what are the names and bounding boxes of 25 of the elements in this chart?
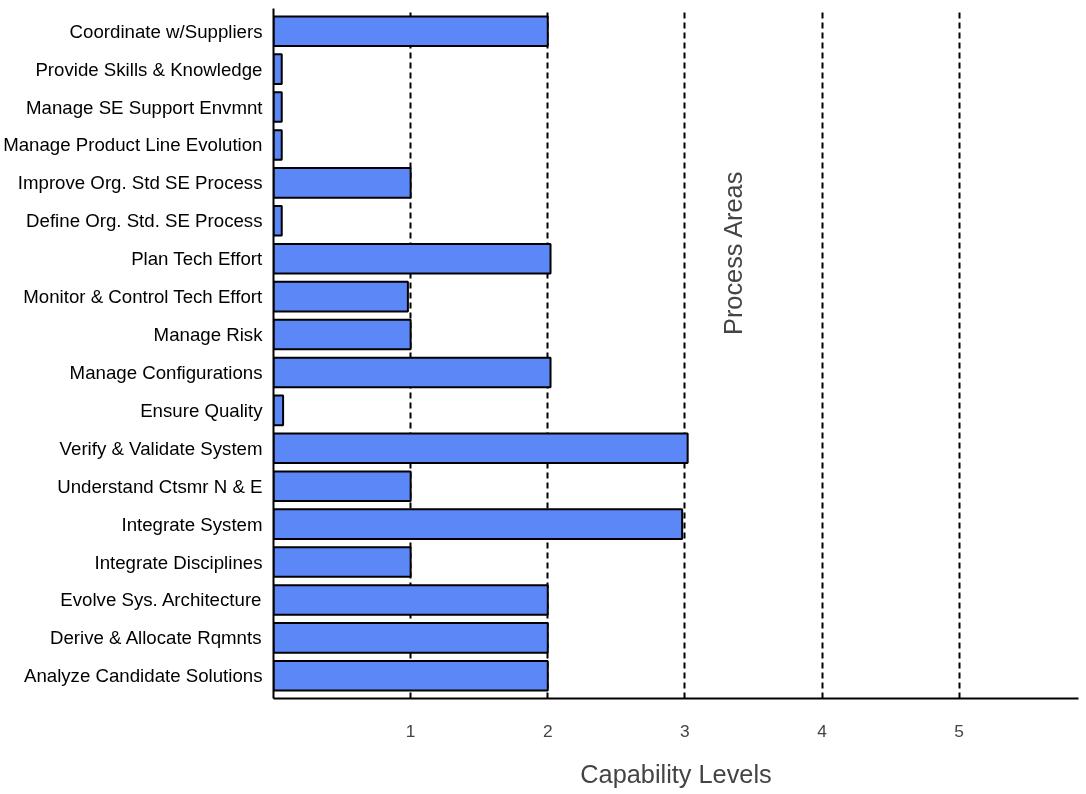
x-axis-title: Capability Levels	[580, 759, 772, 788]
y-tick-label: Manage Risk	[153, 324, 264, 346]
y-tick-label: Verify & Validate System	[59, 437, 263, 459]
y-tick-label: Understand Ctsmr N & E	[57, 475, 263, 497]
y-axis-title: Process Areas	[718, 171, 747, 335]
y-tick-label: Evolve Sys. Architecture	[60, 589, 262, 611]
x-tick-label: 4	[817, 720, 828, 741]
y-tick-label: Integrate Disciplines	[94, 551, 263, 573]
y-tick-label: Improve Org. Std SE Process	[17, 172, 263, 194]
y-tick-label: Coordinate w/Suppliers	[69, 20, 263, 42]
y-tick-label: Define Org. Std. SE Process	[26, 210, 263, 232]
y-tick-label: Plan Tech Effort	[131, 248, 263, 270]
x-tick-label: 3	[680, 720, 690, 741]
y-tick-label: Manage Product Line Evolution	[3, 134, 263, 156]
y-tick-label: Monitor & Control Tech Effort	[23, 286, 263, 308]
x-tick-label: 1	[405, 720, 416, 741]
y-tick-label: Manage SE Support Envmnt	[26, 96, 264, 118]
y-tick-label: Provide Skills & Knowledge	[35, 58, 263, 80]
x-tick-label: 2	[542, 720, 553, 741]
y-tick-label: Derive & Allocate Rqmnts	[49, 627, 262, 649]
y-tick-label: Manage Configurations	[69, 361, 263, 383]
y-tick-label: Analyze Candidate Solutions	[23, 665, 263, 687]
y-tick-label: Ensure Quality	[140, 399, 264, 421]
x-tick-label: 5	[954, 720, 965, 741]
y-tick-label: Integrate System	[121, 513, 263, 535]
